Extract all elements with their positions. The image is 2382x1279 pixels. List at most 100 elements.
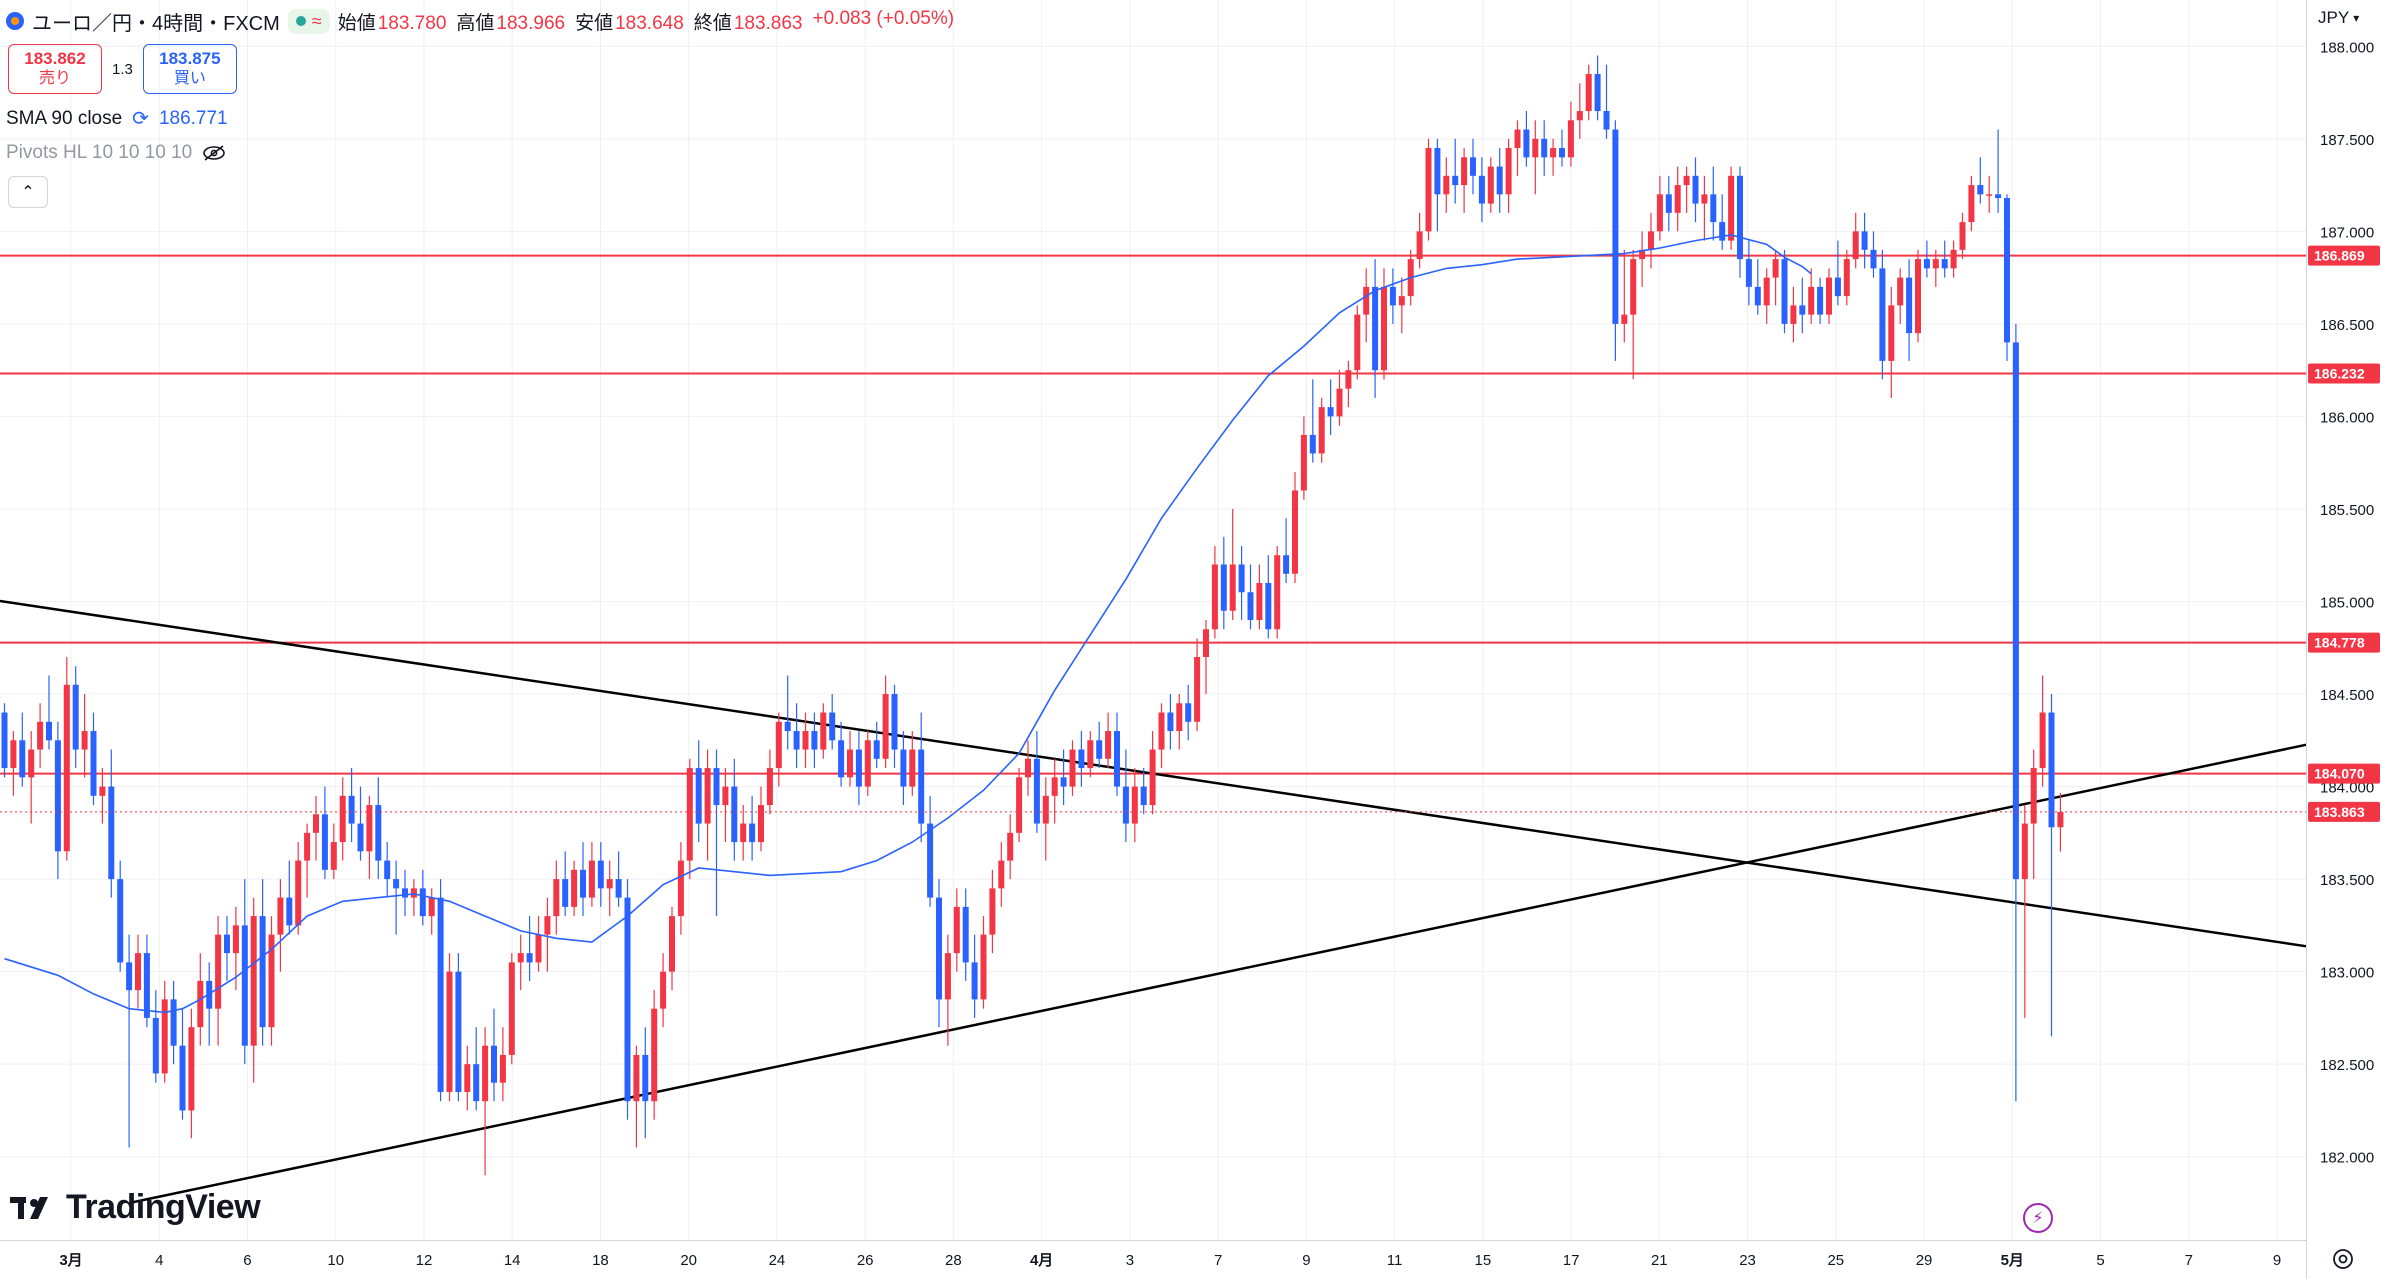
candle-body <box>1131 786 1138 824</box>
candle-body <box>1932 259 1939 269</box>
pivots-label: Pivots HL 10 10 10 10 <box>6 142 193 163</box>
buy-label: 買い <box>173 70 206 87</box>
chart-grid <box>0 0 2306 1240</box>
approx-icon: ≈ <box>311 10 322 31</box>
candle-body <box>384 860 391 880</box>
level-price-tag <box>2308 363 2380 384</box>
candle-body <box>313 814 319 833</box>
low-value: 183.648 <box>615 12 684 34</box>
candle-body <box>1033 758 1040 824</box>
candle-body <box>197 980 204 1028</box>
level-price-tag <box>2308 632 2380 653</box>
candle-body <box>1487 166 1494 204</box>
time-tick-label: 21 <box>1651 1252 1668 1269</box>
candle-body <box>1719 222 1726 241</box>
candle-body <box>1 712 8 769</box>
candle-body <box>962 906 969 963</box>
candle-body <box>873 740 880 759</box>
candle-body <box>1888 305 1895 361</box>
time-tick-label: 7 <box>2185 1252 2193 1269</box>
candle-body <box>1096 740 1103 759</box>
candle-body <box>1906 277 1913 334</box>
price-tick-label: 183.000 <box>2320 965 2374 982</box>
market-status-pill[interactable]: ≈ <box>287 8 330 34</box>
tv-logo-icon <box>10 1196 48 1219</box>
candle-body <box>339 795 346 843</box>
candle-body <box>117 879 124 963</box>
price-tick-label: 185.500 <box>2320 502 2374 519</box>
candle-body <box>179 1045 186 1111</box>
candle-body <box>1318 407 1325 454</box>
time-tick-label: 23 <box>1739 1252 1756 1269</box>
candle-body <box>669 916 675 972</box>
time-tick-label: 28 <box>945 1252 962 1269</box>
low-label: 安値 <box>575 12 614 34</box>
candle-body <box>482 1045 489 1102</box>
time-tick-label: 4 <box>155 1252 163 1269</box>
lightning-icon[interactable]: ⚡ <box>2023 1203 2053 1233</box>
candle-body <box>1105 731 1112 759</box>
candle-body <box>1915 259 1921 334</box>
candle-body <box>402 888 408 898</box>
candle-body <box>19 740 26 778</box>
candle-body <box>1621 314 1628 324</box>
time-tick-label: 26 <box>857 1252 874 1269</box>
candle-body <box>295 860 302 926</box>
time-tick-label: 29 <box>1916 1252 1933 1269</box>
candle-body <box>1461 157 1468 186</box>
collapse-legend-button[interactable]: ⌃ <box>8 176 48 208</box>
candle-body <box>953 906 960 954</box>
candle-body <box>927 823 934 898</box>
symbol-title[interactable]: ユーロ／円・4時間・FXCM <box>32 12 280 35</box>
sell-button[interactable]: 183.862 売り <box>8 44 102 94</box>
candle-body <box>1808 286 1815 315</box>
candle-body <box>250 916 257 1046</box>
candle-body <box>1799 305 1806 315</box>
sma-indicator-legend[interactable]: SMA 90 close ⟳ 186.771 <box>6 106 228 131</box>
candle-body <box>446 971 453 1092</box>
eye-hidden-icon[interactable] <box>202 144 226 162</box>
candle-body <box>215 934 222 1009</box>
candle-body <box>393 879 400 889</box>
buy-button[interactable]: 183.875 買い <box>142 44 237 94</box>
price-axis: 182.000 182.500 183.000 183.500 184.000 184.5… <box>2306 0 2382 1279</box>
price-tick-label: 182.000 <box>2320 1150 2374 1167</box>
symbol-flag-icon <box>6 12 24 30</box>
candle-body <box>1434 148 1441 195</box>
candle-body <box>597 860 604 889</box>
candle-body <box>677 860 684 917</box>
candle-body <box>259 916 266 1028</box>
time-tick-label: 20 <box>680 1252 697 1269</box>
candle-body <box>108 786 115 880</box>
currency-label: JPY <box>2318 8 2350 27</box>
candle-body <box>135 953 141 991</box>
candle-body <box>1452 175 1459 186</box>
sma-90-line <box>4 234 1812 1014</box>
time-tick-label: 6 <box>243 1252 251 1269</box>
currency-selector[interactable]: JPY ▾ <box>2318 8 2359 28</box>
level-price-label: 184.070 <box>2314 766 2365 782</box>
candle-body <box>232 925 239 954</box>
pivots-indicator-legend[interactable]: Pivots HL 10 10 10 10 <box>6 142 226 164</box>
refresh-icon[interactable]: ⟳ <box>132 108 149 130</box>
candle-body <box>46 721 52 741</box>
candle-body <box>891 694 898 750</box>
candle-body <box>1078 749 1085 769</box>
candle-body <box>1559 148 1565 158</box>
candle-body <box>766 768 773 806</box>
trade-panel: 183.862 売り 1.3 183.875 買い <box>8 44 237 94</box>
candle-body <box>544 916 551 935</box>
candle-body <box>2004 198 2010 343</box>
candle-body <box>1879 268 1886 361</box>
time-tick-label: 3 <box>1126 1252 1134 1269</box>
time-tick-label: 25 <box>1827 1252 1844 1269</box>
candle-body <box>1630 259 1637 315</box>
candle-body <box>63 684 70 852</box>
candle-body <box>277 897 284 935</box>
candle-body <box>1977 185 1984 195</box>
candle-body <box>686 768 693 861</box>
candle-body <box>1852 231 1859 260</box>
candle-body <box>1069 749 1076 787</box>
settings-gear-icon[interactable] <box>2330 1246 2356 1272</box>
